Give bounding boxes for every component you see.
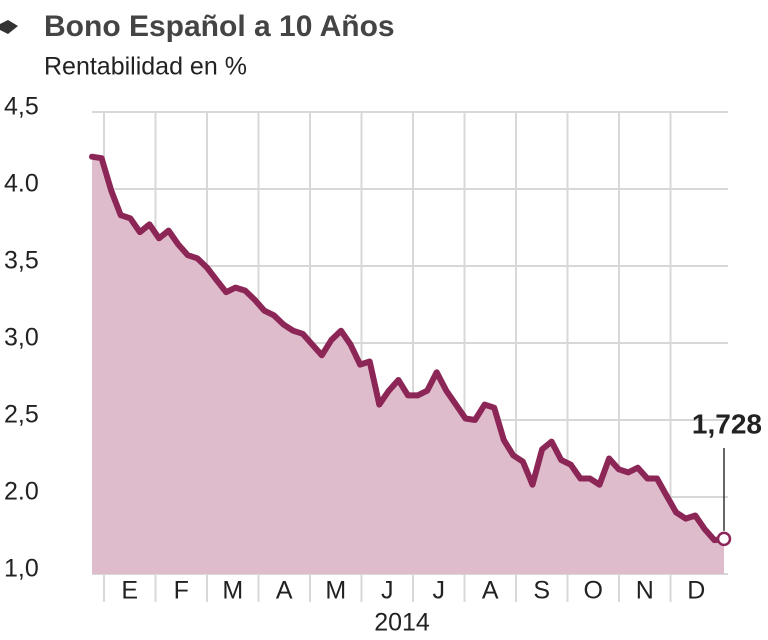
x-tick-label: F	[174, 577, 189, 605]
x-tick-label: N	[636, 577, 654, 605]
end-marker	[716, 531, 732, 547]
y-tick-label: 2,5	[4, 401, 39, 429]
area	[92, 156, 724, 574]
y-tick-label: 4.0	[4, 170, 39, 198]
line	[89, 153, 727, 544]
x-tick-label: M	[222, 577, 243, 605]
y-tick-label: 3,0	[4, 324, 39, 352]
x-tick-label: E	[121, 577, 138, 605]
x-tick-label: D	[687, 577, 705, 605]
y-tick-label: 3,5	[4, 247, 39, 275]
y-tick-label: 1,0	[4, 555, 39, 583]
x-tick-label: J	[381, 577, 394, 605]
plot: 1,728	[89, 153, 762, 574]
data-label: 1,728	[692, 408, 762, 439]
x-tick-label: S	[533, 577, 550, 605]
x-tick-label: A	[482, 577, 499, 605]
title-bullet	[0, 20, 18, 34]
x-tick-label: M	[325, 577, 346, 605]
x-axis-label: 2014	[374, 609, 430, 637]
chart-title: Bono Español a 10 Años	[44, 10, 395, 43]
x-tick-label: O	[584, 577, 603, 605]
x-tick-label: A	[276, 577, 293, 605]
x-tick-label: J	[433, 577, 446, 605]
y-tick-label: 4,5	[4, 93, 39, 121]
y-tick-label: 2.0	[4, 478, 39, 506]
chart-subtitle: Rentabilidad en %	[44, 53, 247, 81]
